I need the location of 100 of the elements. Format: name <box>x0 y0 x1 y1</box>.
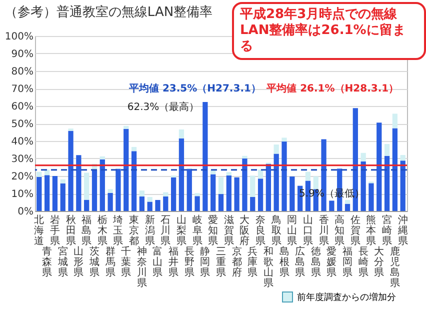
annotation: 62.3%（最高） <box>127 100 200 113</box>
bar <box>186 169 192 211</box>
bar <box>84 172 90 200</box>
bar <box>282 142 287 211</box>
x-tick-label: 岡山県 <box>287 215 298 247</box>
bar <box>329 200 334 211</box>
bar <box>170 177 176 211</box>
x-tick-label: 愛知県 <box>208 214 218 247</box>
bar <box>360 152 366 162</box>
bar <box>116 168 121 211</box>
bar <box>36 176 42 211</box>
bar <box>131 151 137 211</box>
bar <box>258 178 264 211</box>
chart-title: （参考）普通教室の無線LAN整備率 <box>4 4 213 20</box>
x-tick-label: 山口県 <box>302 214 313 247</box>
bar <box>163 196 168 211</box>
x-tick-label: 高知県 <box>334 214 345 247</box>
x-tick-label: 茨城県 <box>88 246 100 278</box>
x-tick-label: 福岡県 <box>342 246 353 278</box>
x-tick-label: 静岡県 <box>200 246 210 278</box>
x-tick-label: 北海道 <box>34 214 44 247</box>
bar <box>163 192 168 196</box>
bar <box>384 156 390 211</box>
bar <box>400 155 406 161</box>
bar <box>344 204 350 211</box>
bar <box>178 138 184 211</box>
bar <box>155 200 160 211</box>
y-tick-label: 100% <box>4 32 34 42</box>
bar <box>147 202 152 211</box>
x-tick-label: 栃木県 <box>97 214 108 247</box>
bar <box>60 183 66 211</box>
x-tick-label: 奈良県 <box>256 215 266 247</box>
bar <box>178 129 184 138</box>
bar <box>226 172 232 176</box>
x-tick-label: 千葉県 <box>121 246 132 278</box>
bar <box>194 193 200 196</box>
x-tick-label: 和歌山県 <box>263 246 274 289</box>
ref-line-label: 平均値 26.1%（H28.3.1） <box>266 82 399 94</box>
bar <box>108 189 113 193</box>
bar <box>376 122 382 211</box>
x-tick-label: 青森県 <box>42 246 52 278</box>
x-tick-label: 長野県 <box>184 246 194 278</box>
x-tick-label: 島根県 <box>279 246 290 278</box>
x-tick-label: 埼玉県 <box>112 214 124 247</box>
x-tick-label: 鳥取県 <box>270 214 282 247</box>
annotation: 平成28年3月時点での無線LAN整備率は26.1%に留まる <box>240 7 406 54</box>
x-tick-label: 沖縄県 <box>396 214 408 247</box>
x-tick-label: 石川県 <box>160 215 171 247</box>
y-tick-label: 0% <box>18 206 34 218</box>
bar <box>250 176 256 197</box>
x-tick-label: 山梨県 <box>176 214 186 247</box>
x-tick-label: 徳島県 <box>310 246 321 278</box>
bar <box>84 200 90 211</box>
x-tick-label: 岐阜県 <box>192 214 202 247</box>
y-tick-label: 70% <box>11 84 34 95</box>
x-tick-label: 佐賀県 <box>350 215 360 247</box>
x-tick-label: 鹿児島県 <box>390 246 400 289</box>
x-tick-label: 宮崎県 <box>382 214 392 247</box>
bar <box>218 194 224 211</box>
bar <box>266 164 272 211</box>
bar <box>282 138 287 142</box>
bar <box>36 172 42 177</box>
bar <box>147 197 152 202</box>
x-tick-label: 神奈川県 <box>136 246 147 289</box>
bar <box>76 155 82 211</box>
bar <box>234 177 240 211</box>
bar <box>139 190 145 196</box>
bar <box>124 128 129 211</box>
x-tick-label: 宮城県 <box>56 246 68 278</box>
bar <box>124 126 129 129</box>
y-tick-label: 90% <box>11 49 34 60</box>
bar <box>92 170 98 211</box>
bar <box>52 176 58 211</box>
x-tick-label: 広島県 <box>295 246 306 278</box>
x-tick-label: 兵庫県 <box>248 246 258 278</box>
legend-label: 前年度調査からの増加分 <box>297 292 396 303</box>
speech-bubble: 平成28年3月時点での無線LAN整備率は26.1%に留まる <box>232 2 426 60</box>
bar <box>274 144 279 154</box>
bar <box>368 183 374 211</box>
bar <box>139 196 145 211</box>
x-tick-label: 群馬県 <box>104 246 116 278</box>
x-tick-label: 福島県 <box>82 214 92 247</box>
bar <box>44 175 50 211</box>
y-tick-label: 80% <box>11 66 34 78</box>
bar <box>400 160 406 211</box>
bar <box>194 196 200 211</box>
y-tick-label: 10% <box>11 189 34 200</box>
bar <box>218 177 224 194</box>
bar <box>68 130 74 211</box>
x-tick-label: 富山県 <box>152 246 163 278</box>
bar <box>305 172 311 181</box>
x-tick-label: 岩手県 <box>50 214 60 247</box>
x-tick-label: 香川県 <box>318 214 329 247</box>
ref-line-label: 平均値 23.5%（H27.3.1） <box>128 82 261 94</box>
bar <box>202 102 208 211</box>
bar <box>210 170 216 174</box>
x-tick-label: 東京都 <box>129 214 140 247</box>
x-tick-label: 京都府 <box>232 246 242 278</box>
bar <box>242 158 248 211</box>
bar <box>392 128 398 211</box>
